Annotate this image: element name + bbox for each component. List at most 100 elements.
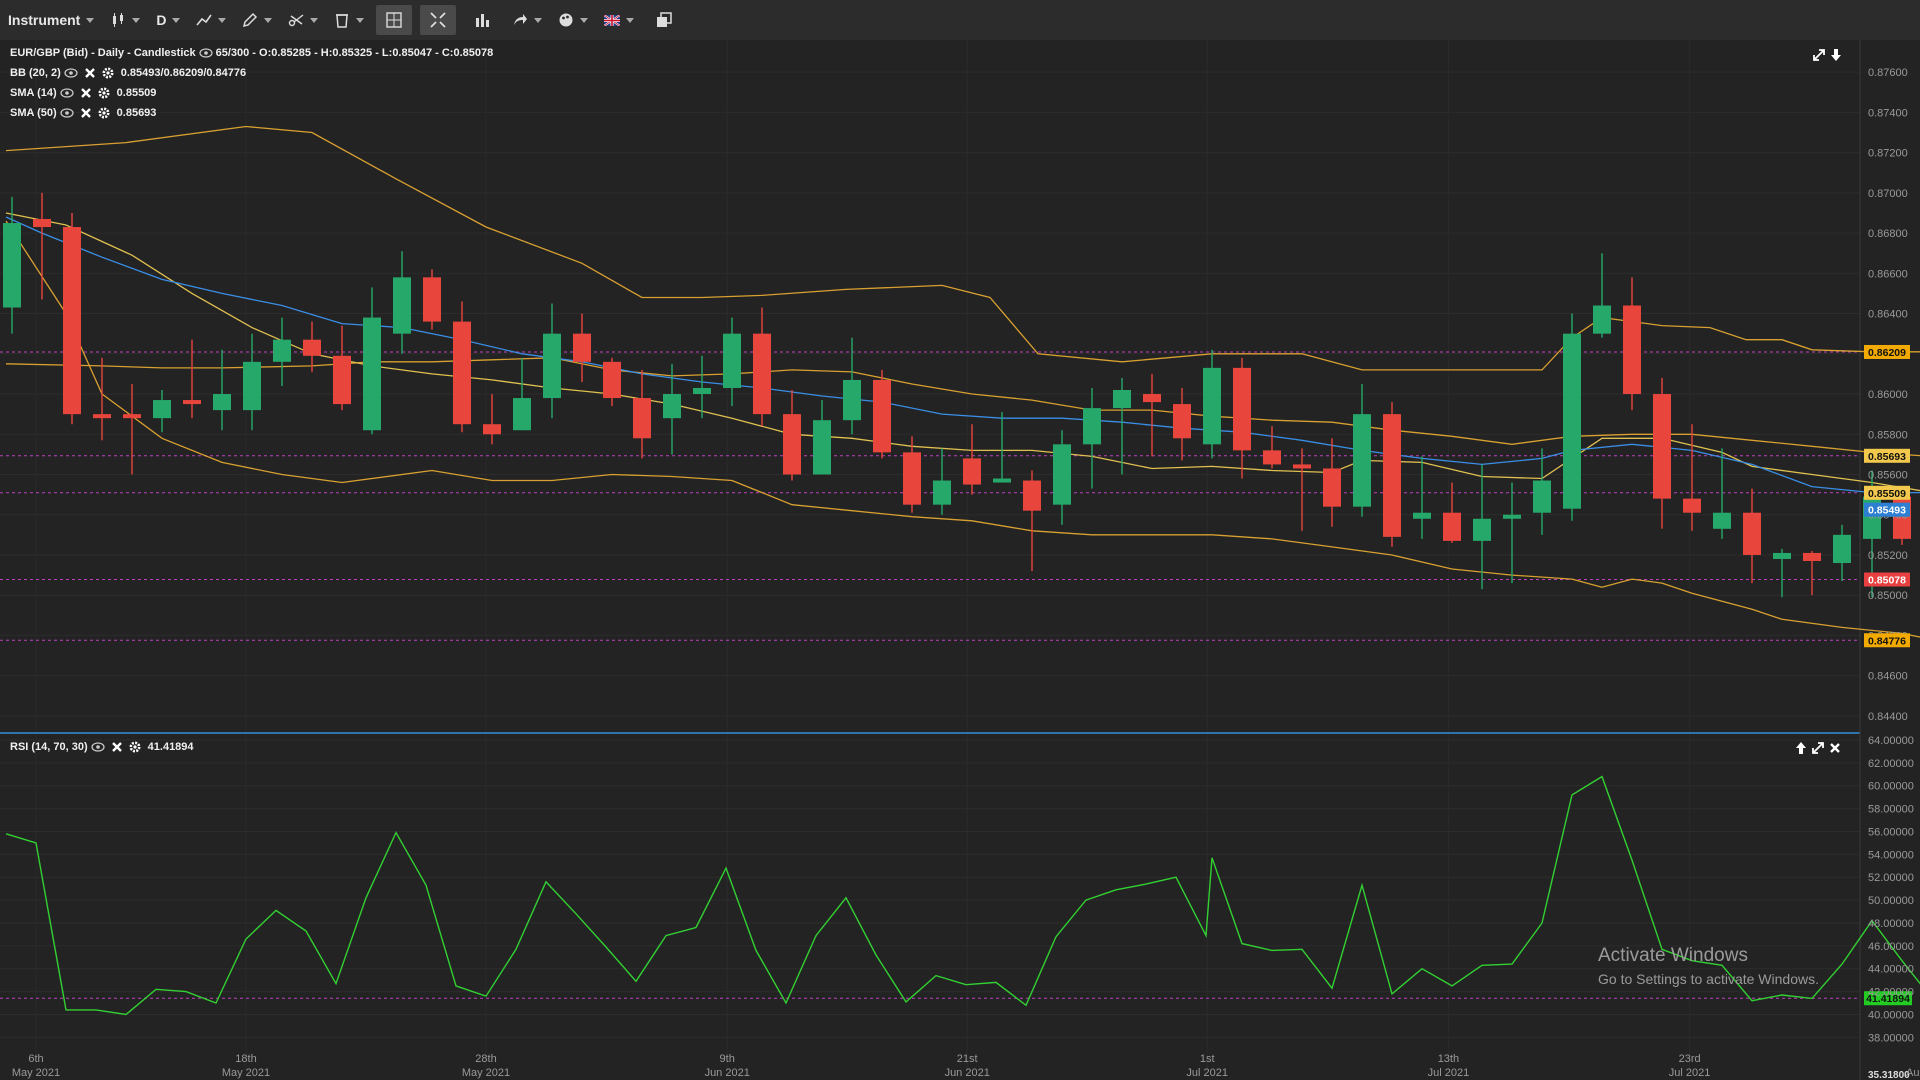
price-tick-label: 0.85000 (1868, 590, 1908, 602)
candle (1083, 387, 1101, 489)
time-tick-month: May 2021 (222, 1067, 270, 1079)
instrument-dropdown[interactable]: Instrument (0, 0, 102, 40)
close-icon[interactable] (111, 741, 123, 753)
candle (1713, 448, 1731, 539)
maximize-icon[interactable] (1811, 741, 1825, 755)
rsi-tick-label: 56.00000 (1868, 826, 1914, 838)
trash-dropdown[interactable] (326, 0, 372, 40)
candle-body-up (1113, 390, 1131, 409)
eye-icon[interactable] (60, 108, 74, 118)
maximize-icon[interactable] (1812, 48, 1826, 62)
fit-expand-button[interactable] (420, 5, 457, 35)
eye-icon[interactable] (199, 48, 213, 58)
gear-icon[interactable] (102, 67, 114, 79)
close-icon[interactable] (84, 67, 96, 79)
price-tag-label: 0.86209 (1868, 347, 1906, 359)
popout-window-button[interactable] (646, 5, 682, 35)
sma14-line (5, 216, 1920, 494)
price-tag-label: 0.85693 (1868, 451, 1906, 463)
line-tool-dropdown[interactable] (188, 0, 234, 40)
pencil-tool-dropdown[interactable] (234, 0, 280, 40)
time-tick-day: 21st (957, 1053, 978, 1065)
candle-body-up (1833, 534, 1851, 564)
candle (1413, 456, 1431, 539)
price-tag: 0.86209 (1864, 344, 1910, 359)
language-dropdown[interactable] (596, 0, 642, 40)
arrow-down-icon[interactable] (1830, 48, 1842, 62)
time-tick-month: Jul 2021 (1428, 1067, 1470, 1079)
price-tick-label: 0.84400 (1868, 711, 1908, 723)
candle (1803, 550, 1821, 596)
bar-chart-button[interactable] (464, 5, 500, 35)
time-tick-day: 9th (720, 1053, 735, 1065)
rsi-tick-label: 52.00000 (1868, 872, 1914, 884)
candle (273, 317, 291, 386)
candle-body-up (273, 339, 291, 362)
sma14-value: 0.85509 (116, 87, 157, 99)
rsi-value: 41.41894 (147, 741, 194, 753)
candle-body-down (1683, 498, 1701, 513)
theme-dropdown[interactable] (550, 0, 596, 40)
candle (1743, 488, 1761, 584)
watermark-title: Activate Windows (1598, 945, 1748, 966)
scissors-tool-dropdown[interactable] (280, 0, 326, 40)
price-tag-label: 0.85493 (1868, 505, 1906, 517)
price-tag-box (1864, 448, 1910, 463)
candle (573, 313, 591, 382)
sma14-label: SMA (14) (10, 87, 57, 99)
crosshair-grid-button[interactable] (376, 5, 413, 35)
gear-icon[interactable] (129, 741, 141, 753)
price-tag-box (1864, 502, 1910, 517)
candle (93, 357, 111, 441)
chart-toolbar: Instrument D (0, 0, 1920, 41)
candle (1023, 470, 1041, 572)
gear-icon[interactable] (98, 87, 110, 99)
candle (1203, 349, 1221, 459)
flag-uk-icon (604, 14, 621, 26)
candle-body-up (1203, 367, 1221, 445)
price-tick-label: 0.86800 (1868, 228, 1908, 240)
close-icon[interactable] (80, 87, 92, 99)
candle-body-up (393, 277, 411, 334)
price-tag-label: 0.85078 (1868, 575, 1906, 587)
close-icon[interactable] (1829, 742, 1841, 754)
candle-body-down (1143, 394, 1161, 403)
chevron-down-icon (264, 17, 273, 23)
candle-body-down (1443, 512, 1461, 541)
price-tick-label: 0.84600 (1868, 671, 1908, 683)
candle-body-down (573, 333, 591, 362)
candle (753, 307, 771, 427)
price-tick-label: 0.85600 (1868, 469, 1908, 481)
rsi-axis[interactable]: 64.00000 62.00000 60.00000 58.00000 56.00000… (1868, 735, 1914, 1080)
timeframe-dropdown[interactable]: D (148, 0, 188, 40)
sma50-value: 0.85693 (116, 107, 157, 119)
candle-body-up (1593, 305, 1611, 334)
eye-icon[interactable] (91, 742, 105, 752)
time-axis[interactable]: 6th May 2021 18th May 2021 28th May 2021 9th Ju… (12, 1053, 1920, 1079)
candle (1563, 313, 1581, 521)
arrow-up-icon[interactable] (1795, 741, 1807, 755)
candle (363, 287, 381, 435)
candle (1383, 402, 1401, 547)
eye-icon[interactable] (60, 88, 74, 98)
candle-body-down (633, 398, 651, 439)
rsi-tick-label: 50.00000 (1868, 895, 1914, 907)
gear-icon[interactable] (98, 107, 110, 119)
time-tick-month: May 2021 (462, 1067, 510, 1079)
candle-body-up (663, 394, 681, 419)
close-icon[interactable] (80, 107, 92, 119)
rsi-tick-label: 54.00000 (1868, 849, 1914, 861)
candle (903, 436, 921, 513)
candle (1773, 548, 1791, 598)
share-dropdown[interactable] (504, 0, 550, 40)
price-tag-box (1864, 485, 1910, 500)
fit-expand-icon (430, 12, 447, 28)
eye-icon[interactable] (64, 68, 78, 78)
candle (603, 357, 621, 407)
candle-body-down (483, 424, 501, 435)
chart-type-dropdown[interactable] (102, 0, 148, 40)
chart-area[interactable]: 0.87600 0.87400 0.87200 0.87000 0.86800 0.866… (0, 40, 1920, 1080)
rsi-legend: RSI (14, 70, 30) 41.41894 (10, 741, 194, 753)
price-tag-box (1864, 572, 1910, 587)
trash-icon (336, 14, 349, 28)
